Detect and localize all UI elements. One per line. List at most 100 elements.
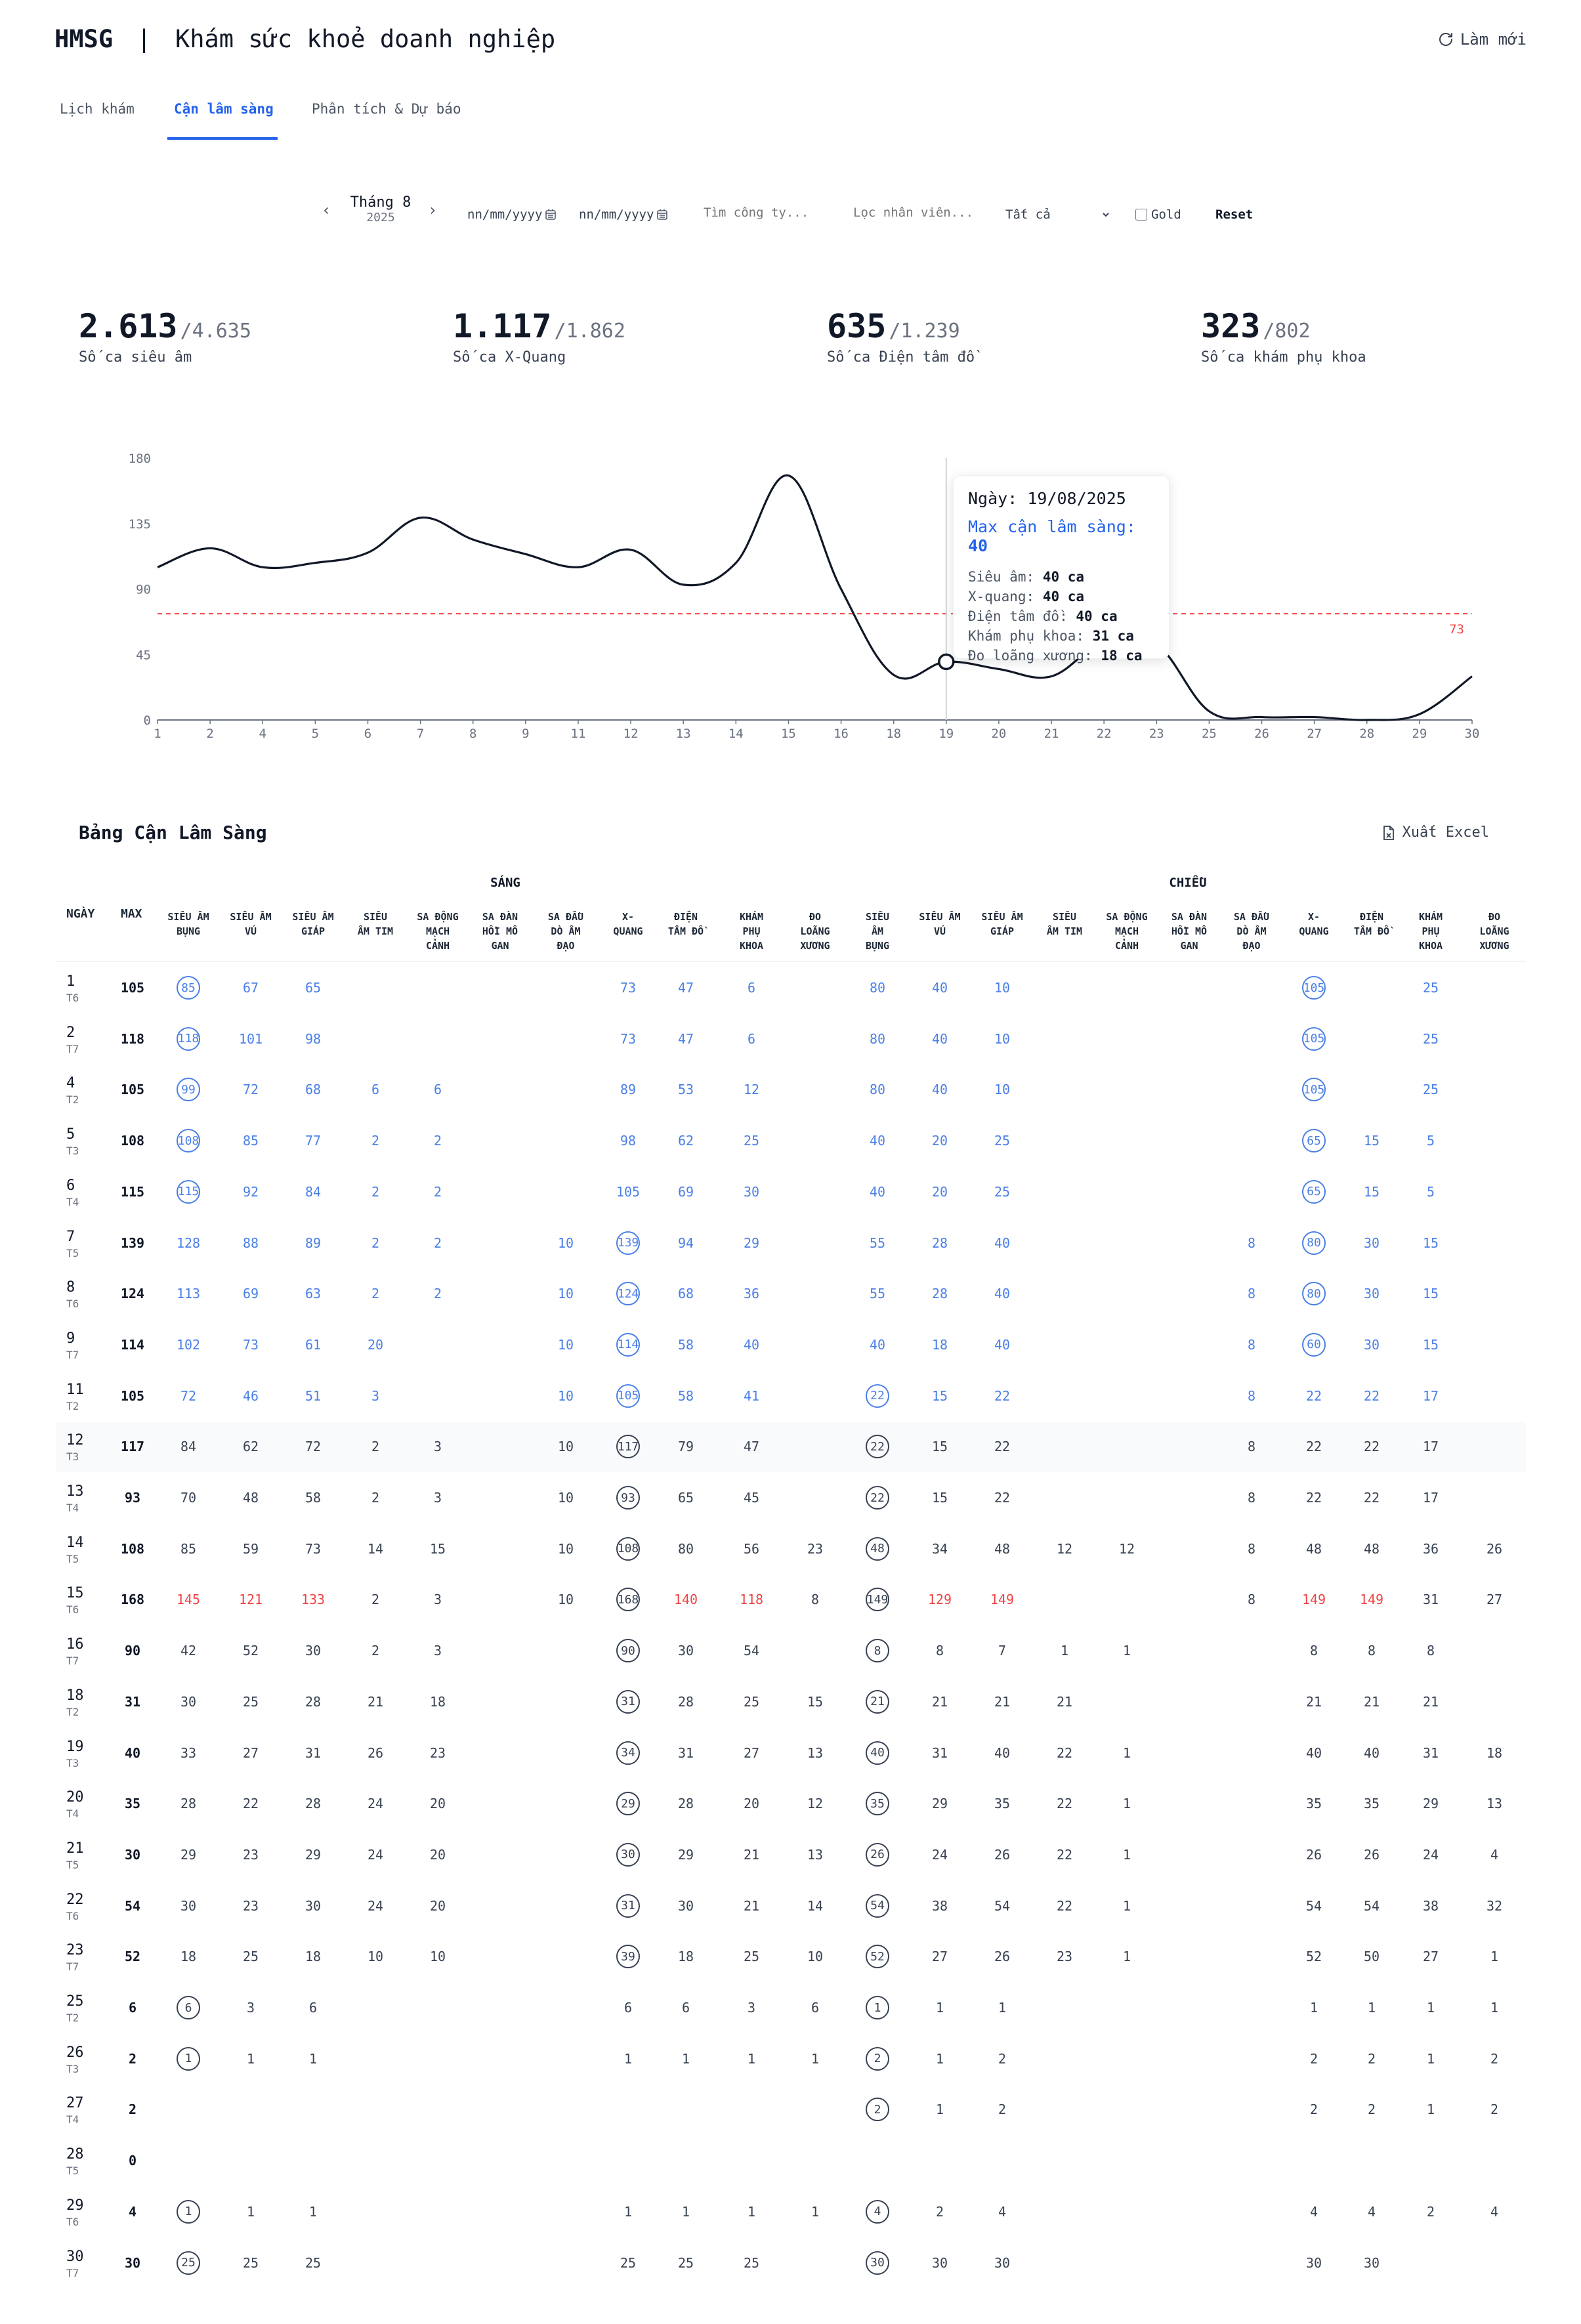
table-cell[interactable]: 25 — [620, 2254, 637, 2271]
table-cell[interactable]: 10 — [557, 1439, 574, 1455]
max-highlight-cell[interactable]: 4 — [854, 2199, 901, 2224]
max-highlight-cell[interactable]: 22 — [854, 1435, 901, 1459]
refresh-button[interactable]: Làm mới — [1438, 30, 1527, 49]
table-cell[interactable]: 18 — [931, 1336, 948, 1353]
table-cell[interactable]: 65 — [305, 980, 322, 996]
table-cell[interactable]: 8 — [1247, 1387, 1256, 1404]
table-cell[interactable]: 22 — [994, 1387, 1011, 1404]
table-cell[interactable]: 25 — [743, 2254, 760, 2271]
table-cell[interactable]: 21 — [994, 1693, 1011, 1710]
table-cell[interactable]: 30 — [1363, 1336, 1380, 1353]
table-cell[interactable]: 40 — [994, 1744, 1011, 1761]
table-cell[interactable]: 38 — [931, 1897, 948, 1914]
max-highlight-cell[interactable]: 105 — [1290, 1078, 1338, 1102]
table-cell[interactable]: 1 — [1490, 1949, 1499, 1965]
table-cell[interactable]: 22 — [242, 1796, 259, 1812]
table-cell[interactable]: 98 — [620, 1133, 637, 1149]
table-cell[interactable]: 101 — [238, 1030, 263, 1047]
table-cell[interactable]: 31 — [305, 1744, 322, 1761]
table-cell[interactable]: 1 — [747, 2203, 756, 2220]
table-cell[interactable]: 69 — [677, 1183, 694, 1200]
table-cell[interactable]: 2 — [1426, 2203, 1435, 2220]
table-cell[interactable]: 26 — [994, 1949, 1011, 1965]
table-cell[interactable]: 40 — [869, 1336, 886, 1353]
table-cell[interactable]: 29 — [305, 1846, 322, 1863]
max-highlight-cell[interactable]: 80 — [1290, 1282, 1338, 1306]
table-cell[interactable]: 17 — [1422, 1439, 1439, 1455]
table-cell[interactable]: 15 — [931, 1387, 948, 1404]
table-cell[interactable]: 10 — [429, 1949, 446, 1965]
table-cell[interactable]: 22 — [1056, 1846, 1073, 1863]
table-cell[interactable]: 25 — [1422, 980, 1439, 996]
table-cell[interactable]: 5 — [1426, 1133, 1435, 1149]
table-cell[interactable]: 26 — [1486, 1540, 1503, 1557]
table-cell[interactable]: 25 — [677, 2254, 694, 2271]
table-cell[interactable]: 6 — [308, 2000, 318, 2016]
table-cell[interactable]: 47 — [677, 1030, 694, 1047]
table-cell[interactable]: 68 — [677, 1286, 694, 1302]
table-cell[interactable]: 40 — [869, 1183, 886, 1200]
table-cell[interactable]: 22 — [1305, 1387, 1322, 1404]
table-cell[interactable]: 40 — [1363, 1744, 1380, 1761]
table-cell[interactable]: 27 — [931, 1949, 948, 1965]
table-cell[interactable]: 6 — [747, 1030, 756, 1047]
table-cell[interactable]: 15 — [1422, 1286, 1439, 1302]
table-cell[interactable]: 2 — [1367, 2102, 1376, 2118]
table-cell[interactable]: 22 — [1056, 1897, 1073, 1914]
table-cell[interactable]: 105 — [616, 1183, 641, 1200]
table-cell[interactable]: 24 — [367, 1897, 384, 1914]
table-cell[interactable]: 10 — [557, 1336, 574, 1353]
table-cell[interactable]: 28 — [180, 1796, 197, 1812]
table-cell[interactable]: 20 — [931, 1183, 948, 1200]
table-cell[interactable]: 20 — [429, 1796, 446, 1812]
max-highlight-cell[interactable]: 124 — [604, 1282, 652, 1306]
table-cell[interactable]: 58 — [677, 1387, 694, 1404]
table-cell[interactable]: 149 — [1359, 1592, 1384, 1608]
table-cell[interactable]: 12 — [1056, 1540, 1073, 1557]
table-cell[interactable]: 2 — [433, 1235, 442, 1251]
table-cell[interactable]: 30 — [180, 1897, 197, 1914]
table-cell[interactable]: 12 — [743, 1082, 760, 1098]
table-cell[interactable]: 30 — [305, 1643, 322, 1659]
max-highlight-cell[interactable]: 149 — [854, 1588, 901, 1612]
table-cell[interactable]: 1 — [1426, 2000, 1435, 2016]
table-cell[interactable]: 1 — [308, 2050, 318, 2067]
tab-paraclinical[interactable]: Cận lâm sàng — [174, 101, 274, 117]
max-highlight-cell[interactable]: 25 — [165, 2250, 212, 2275]
table-cell[interactable]: 26 — [1305, 1846, 1322, 1863]
max-highlight-cell[interactable]: 6 — [165, 1996, 212, 2019]
table-cell[interactable]: 28 — [931, 1286, 948, 1302]
table-cell[interactable]: 21 — [743, 1897, 760, 1914]
table-cell[interactable]: 10 — [557, 1592, 574, 1608]
table-cell[interactable]: 8 — [1247, 1540, 1256, 1557]
table-cell[interactable]: 29 — [180, 1846, 197, 1863]
table-cell[interactable]: 20 — [367, 1336, 384, 1353]
table-cell[interactable]: 6 — [623, 2000, 633, 2016]
table-cell[interactable]: 38 — [1422, 1897, 1439, 1914]
table-cell[interactable]: 30 — [180, 1693, 197, 1710]
table-cell[interactable]: 40 — [743, 1336, 760, 1353]
table-cell[interactable]: 8 — [935, 1643, 944, 1659]
table-cell[interactable]: 52 — [242, 1643, 259, 1659]
table-cell[interactable]: 1 — [623, 2203, 633, 2220]
table-cell[interactable]: 25 — [743, 1133, 760, 1149]
table-cell[interactable]: 8 — [1309, 1643, 1318, 1659]
table-cell[interactable]: 12 — [807, 1796, 824, 1812]
table-cell[interactable]: 1 — [935, 2102, 944, 2118]
table-cell[interactable]: 1 — [246, 2050, 255, 2067]
table-cell[interactable]: 1 — [1122, 1643, 1131, 1659]
table-cell[interactable]: 30 — [677, 1897, 694, 1914]
table-cell[interactable]: 4 — [1490, 2203, 1499, 2220]
table-cell[interactable]: 21 — [1363, 1693, 1380, 1710]
table-cell[interactable]: 102 — [176, 1336, 201, 1353]
table-cell[interactable]: 133 — [301, 1592, 326, 1608]
table-cell[interactable]: 55 — [869, 1235, 886, 1251]
max-highlight-cell[interactable]: 1 — [854, 1996, 901, 2019]
table-cell[interactable]: 15 — [807, 1693, 824, 1710]
table-cell[interactable]: 52 — [1305, 1949, 1322, 1965]
table-cell[interactable]: 25 — [743, 1693, 760, 1710]
table-cell[interactable]: 25 — [994, 1183, 1011, 1200]
table-cell[interactable]: 1 — [308, 2203, 318, 2220]
max-highlight-cell[interactable]: 34 — [604, 1741, 652, 1765]
table-cell[interactable]: 21 — [1305, 1693, 1322, 1710]
